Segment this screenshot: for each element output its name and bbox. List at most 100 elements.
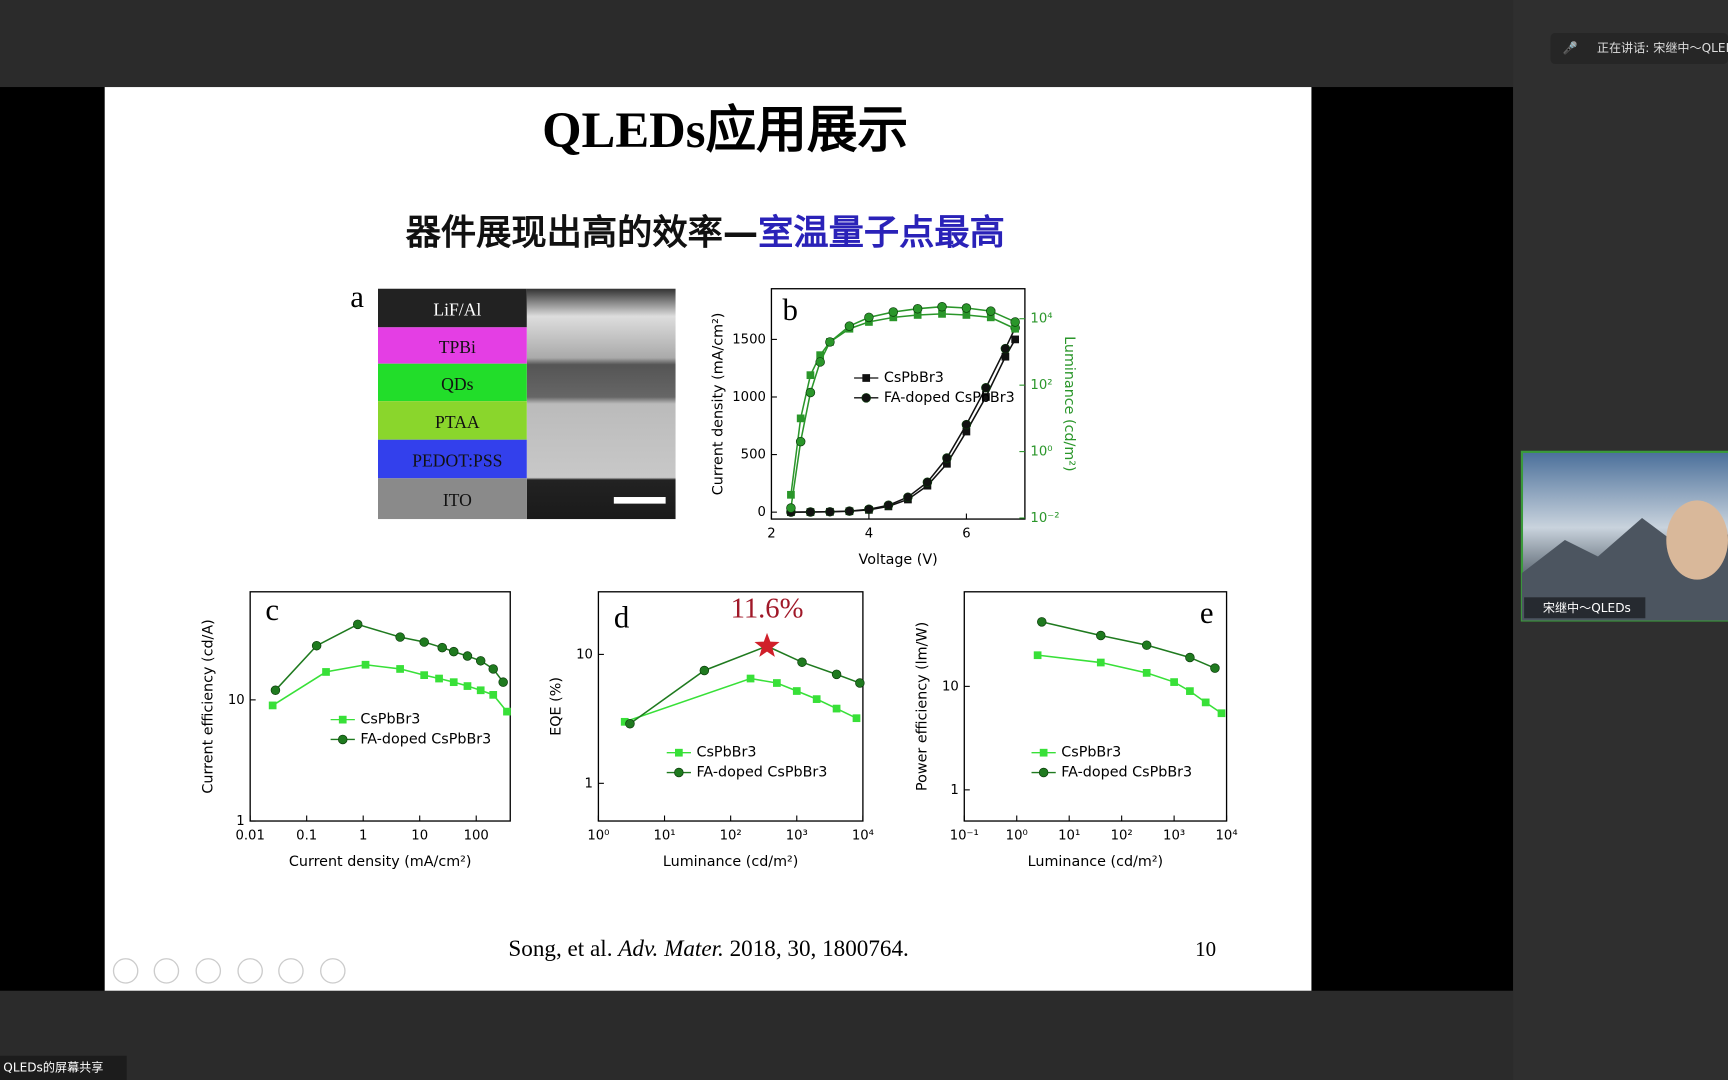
marker (852, 714, 861, 723)
marker (861, 393, 871, 403)
marker (420, 671, 429, 680)
x-tick-label: 10³ (786, 828, 808, 843)
marker (795, 436, 806, 447)
x-tick-label: 10² (1111, 828, 1133, 843)
marker (889, 313, 898, 322)
panel-label: d (614, 601, 630, 635)
marker (268, 701, 277, 710)
panel-a: a LiF/Al TPBi QDs PTAA PEDOT:PSS ITO (350, 280, 676, 520)
marker (832, 704, 841, 713)
layer (378, 478, 527, 520)
slide-title: QLEDs应用展示 (542, 102, 908, 158)
marker (1170, 678, 1178, 686)
x-tick-label: 10¹ (1058, 828, 1080, 843)
citation-journal: Adv. Mater. (616, 936, 724, 962)
legend-label: CsPbBr3 (360, 712, 420, 728)
subtitle: 器件展现出高的效率—室温量子点最高 (406, 213, 1005, 254)
marker (674, 767, 684, 778)
x-tick-label: 4 (865, 526, 873, 541)
y-tick-label: 10 (228, 693, 245, 708)
marker (986, 306, 996, 316)
marker (825, 337, 835, 347)
y-tick-label: 1 (950, 783, 958, 798)
marker (1000, 343, 1011, 354)
x-axis-label: Luminance (cd/m²) (1028, 854, 1163, 870)
marker (1033, 651, 1042, 660)
marker (1038, 767, 1049, 778)
marker (792, 687, 801, 695)
marker (844, 321, 855, 331)
marker (883, 500, 894, 510)
layer-label: PTAA (435, 412, 480, 432)
mountains (1521, 517, 1728, 621)
marker (437, 642, 447, 653)
marker (1210, 663, 1220, 673)
panel-label: c (265, 593, 279, 627)
marker (962, 427, 971, 436)
tool-button[interactable] (195, 958, 222, 984)
x-tick-label: 10⁴ (852, 828, 874, 843)
chart: 2 4 6 0 500 1000 1500 10⁻² 10⁰ 10² 10⁴ Voltage (V) C… (711, 288, 1077, 568)
marker (476, 686, 485, 695)
marker (844, 506, 855, 516)
layer-label: TPBi (439, 337, 476, 357)
marker (797, 657, 807, 667)
marker (986, 313, 995, 322)
layer (378, 439, 527, 479)
slide (104, 87, 1312, 991)
y-tick-label: 1 (236, 814, 244, 829)
citation: Song, et al. Adv. Mater. 2018, 30, 18007… (508, 936, 908, 962)
chart: 10⁻¹ 10⁰ 10¹ 10² 10³ 10⁴ 1 10 Luminance (cd/m²) P… (914, 591, 1238, 870)
marker (1141, 640, 1152, 650)
slide-toolbar (112, 958, 346, 984)
subtitle-highlight: 室温量子点最高 (758, 213, 1005, 254)
marker (322, 668, 330, 676)
layer-label: LiF/Al (433, 299, 481, 319)
marker (1217, 709, 1226, 718)
marker (338, 715, 347, 724)
tool-button[interactable] (237, 958, 263, 984)
marker (489, 691, 498, 699)
marker (746, 674, 755, 683)
marker (773, 679, 781, 687)
tool-button[interactable] (278, 958, 304, 984)
marker (488, 664, 498, 674)
citation-ref: 2018, 30, 1800764. (724, 936, 909, 962)
tem-image (526, 288, 676, 520)
marker (620, 717, 629, 726)
marker (361, 660, 370, 669)
marker (943, 459, 951, 468)
marker (395, 632, 405, 642)
mic-icon: 🎤 (1563, 40, 1578, 55)
marker (913, 311, 922, 319)
marker (1010, 317, 1020, 327)
tool-button[interactable] (112, 958, 139, 984)
share-badge (0, 1055, 127, 1080)
tool-button[interactable] (320, 958, 346, 984)
marker (311, 640, 322, 651)
speaking-badge (1550, 33, 1728, 64)
marker (396, 665, 404, 673)
marker (981, 383, 991, 393)
plot-frame (963, 591, 1228, 822)
layer-label: ITO (443, 490, 472, 510)
tool-button[interactable] (153, 958, 180, 984)
marker (862, 374, 871, 382)
marker (1011, 324, 1020, 333)
panel-label: a (350, 280, 364, 314)
x-tick-label: 0.01 (235, 828, 264, 843)
marker (449, 678, 458, 687)
citation-authors: Song, et al. (508, 936, 618, 962)
y-axis-label: Current efficiency (cd/A) (200, 619, 216, 793)
x-tick-label: 10 (411, 828, 428, 843)
name-badge (1524, 597, 1646, 619)
marker (805, 507, 816, 517)
marker (1096, 658, 1105, 667)
layer (378, 288, 527, 328)
x-tick-label: 1 (359, 828, 367, 843)
marker (1201, 698, 1210, 707)
marker (864, 504, 874, 515)
marker (786, 503, 796, 513)
marker (1001, 352, 1010, 361)
